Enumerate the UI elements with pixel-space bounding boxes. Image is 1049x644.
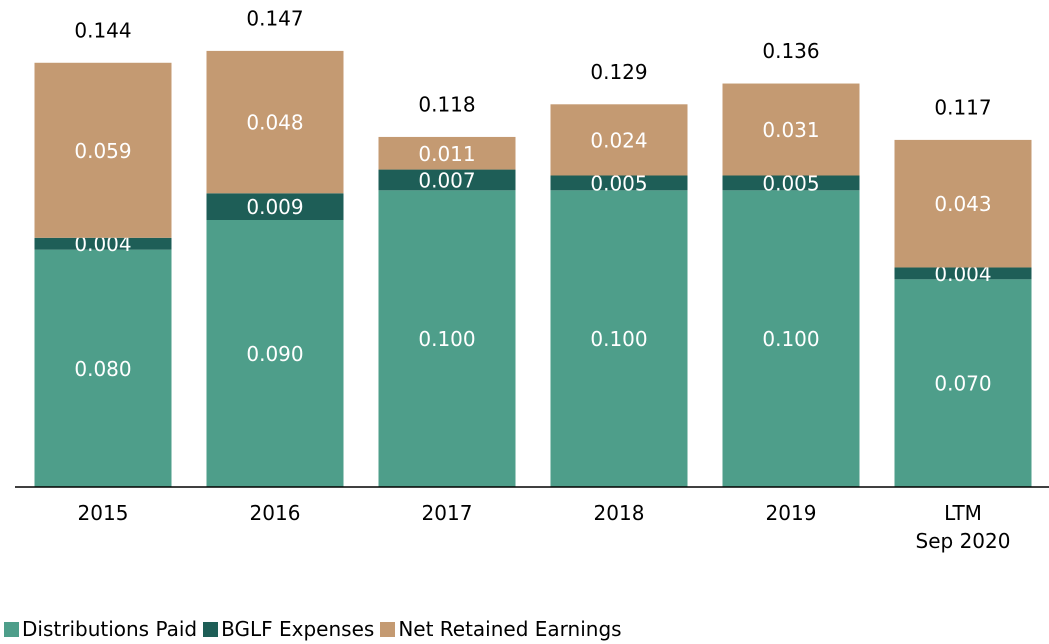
bar-segment — [550, 104, 688, 176]
total-label: 0.144 — [74, 18, 131, 42]
bar-segment — [722, 190, 860, 488]
bar-segment — [550, 190, 688, 488]
value-label: 0.009 — [246, 195, 303, 219]
value-label: 0.048 — [246, 111, 303, 135]
x-tick-label: 2018 — [593, 501, 645, 525]
legend-swatch — [4, 622, 19, 637]
value-label: 0.011 — [418, 142, 475, 166]
value-label: 0.100 — [762, 327, 819, 351]
bar-segment — [378, 169, 516, 191]
value-label: 0.080 — [74, 357, 131, 381]
total-label: 0.117 — [934, 95, 991, 119]
x-tick-label: 2017 — [421, 501, 473, 525]
legend-swatch — [380, 622, 396, 637]
total-label: 0.147 — [246, 6, 303, 30]
bar-segment — [34, 249, 172, 487]
value-label: 0.090 — [246, 342, 303, 366]
bar-segment — [722, 175, 860, 191]
legend-item: Net Retained Earnings — [380, 617, 622, 641]
total-label: 0.118 — [418, 92, 475, 116]
legend-label: BGLF Expenses — [221, 617, 375, 641]
bar-segment — [550, 175, 688, 191]
value-label: 0.100 — [418, 327, 475, 351]
value-label: 0.059 — [74, 139, 131, 163]
x-tick-label: 2016 — [249, 501, 301, 525]
x-tick-label: 2015 — [77, 501, 129, 525]
bar-segment — [34, 237, 172, 250]
value-label: 0.024 — [590, 128, 647, 152]
value-label: 0.100 — [590, 327, 647, 351]
value-label: 0.043 — [934, 192, 991, 216]
bar-segment — [378, 190, 516, 488]
legend-label: Distributions Paid — [22, 617, 198, 641]
legend-label: Net Retained Earnings — [398, 617, 622, 641]
bar-segment — [722, 83, 860, 176]
bar-segment — [378, 136, 516, 170]
value-label: 0.007 — [418, 168, 475, 192]
bar-segment — [206, 220, 344, 487]
x-tick-label: 2019 — [765, 501, 817, 525]
total-label: 0.129 — [590, 60, 647, 84]
bar-segment — [894, 279, 1032, 487]
value-label: 0.031 — [762, 118, 819, 142]
bar-segment — [894, 139, 1032, 268]
bar-segment — [206, 193, 344, 220]
total-label: 0.136 — [762, 39, 819, 63]
x-tick-label: LTM Sep 2020 — [915, 501, 1011, 553]
bar-segment — [894, 267, 1032, 280]
bar-segment — [34, 62, 172, 238]
legend-swatch — [203, 622, 219, 637]
legend-item: Distributions Paid — [4, 617, 197, 641]
value-label: 0.070 — [934, 372, 991, 396]
legend: Distributions Paid BGLF Expenses Net Retai… — [4, 617, 622, 641]
legend-item: BGLF Expenses — [203, 617, 374, 641]
bar-segment — [206, 50, 344, 194]
